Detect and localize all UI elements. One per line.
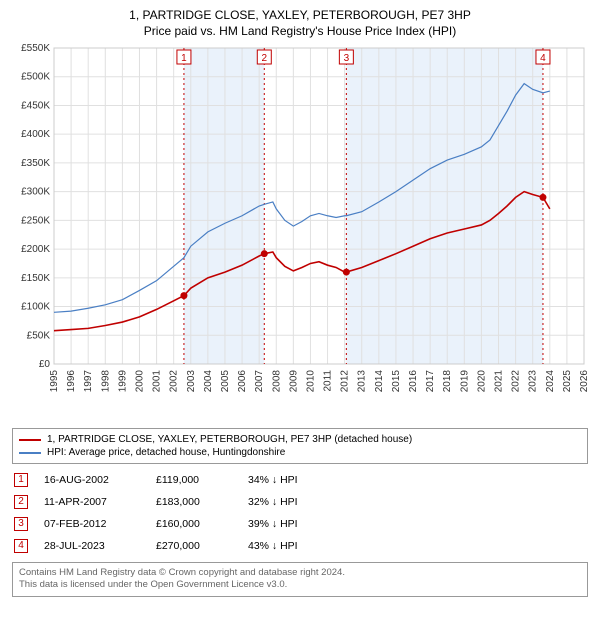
svg-text:£400K: £400K xyxy=(21,129,50,140)
event-marker: 2 xyxy=(14,495,28,509)
svg-text:2004: 2004 xyxy=(203,370,214,393)
svg-text:2025: 2025 xyxy=(562,370,573,393)
event-delta: 34% ↓ HPI xyxy=(248,470,308,490)
event-date: 16-AUG-2002 xyxy=(44,470,154,490)
svg-text:2012: 2012 xyxy=(340,370,351,393)
legend-label: 1, PARTRIDGE CLOSE, YAXLEY, PETERBOROUGH… xyxy=(47,434,412,445)
svg-text:£50K: £50K xyxy=(27,330,51,341)
event-marker: 4 xyxy=(14,539,28,553)
chart-title-block: 1, PARTRIDGE CLOSE, YAXLEY, PETERBOROUGH… xyxy=(8,8,592,38)
event-delta: 32% ↓ HPI xyxy=(248,492,308,512)
event-marker: 3 xyxy=(14,517,28,531)
event-row: 1 16-AUG-2002£119,00034% ↓ HPI xyxy=(14,470,308,490)
svg-text:£300K: £300K xyxy=(21,187,50,198)
svg-text:£500K: £500K xyxy=(21,72,50,83)
event-price: £160,000 xyxy=(156,514,246,534)
svg-text:2016: 2016 xyxy=(408,370,419,393)
svg-text:2014: 2014 xyxy=(374,370,385,393)
svg-text:£0: £0 xyxy=(39,359,51,370)
svg-text:1995: 1995 xyxy=(49,370,60,393)
legend: 1, PARTRIDGE CLOSE, YAXLEY, PETERBOROUGH… xyxy=(12,428,588,464)
event-marker: 1 xyxy=(14,473,28,487)
svg-text:2011: 2011 xyxy=(323,370,334,392)
svg-text:1999: 1999 xyxy=(117,370,128,393)
chart-subtitle: Price paid vs. HM Land Registry's House … xyxy=(8,24,592,38)
svg-text:£200K: £200K xyxy=(21,244,50,255)
svg-text:2026: 2026 xyxy=(579,370,590,393)
svg-text:2008: 2008 xyxy=(271,370,282,393)
svg-text:1998: 1998 xyxy=(100,370,111,393)
svg-text:2019: 2019 xyxy=(459,370,470,393)
svg-text:1997: 1997 xyxy=(83,370,94,393)
svg-text:2005: 2005 xyxy=(220,370,231,393)
svg-text:2015: 2015 xyxy=(391,370,402,393)
svg-text:£350K: £350K xyxy=(21,158,50,169)
svg-text:4: 4 xyxy=(540,53,546,64)
svg-text:2020: 2020 xyxy=(476,370,487,393)
svg-text:£550K: £550K xyxy=(21,43,50,54)
svg-text:1996: 1996 xyxy=(66,370,77,393)
svg-text:2007: 2007 xyxy=(254,370,265,393)
chart-title: 1, PARTRIDGE CLOSE, YAXLEY, PETERBOROUGH… xyxy=(8,8,592,22)
attribution-line: Contains HM Land Registry data © Crown c… xyxy=(19,567,581,579)
event-row: 2 11-APR-2007£183,00032% ↓ HPI xyxy=(14,492,308,512)
svg-text:1: 1 xyxy=(181,53,187,64)
attribution: Contains HM Land Registry data © Crown c… xyxy=(12,562,588,597)
event-date: 11-APR-2007 xyxy=(44,492,154,512)
svg-text:2001: 2001 xyxy=(152,370,163,393)
svg-text:£250K: £250K xyxy=(21,215,50,226)
svg-text:2022: 2022 xyxy=(511,370,522,393)
attribution-line: This data is licensed under the Open Gov… xyxy=(19,579,581,591)
svg-text:2: 2 xyxy=(262,53,268,64)
event-delta: 43% ↓ HPI xyxy=(248,536,308,556)
svg-text:£450K: £450K xyxy=(21,100,50,111)
svg-text:2018: 2018 xyxy=(442,370,453,393)
svg-text:2017: 2017 xyxy=(425,370,436,393)
svg-text:£150K: £150K xyxy=(21,273,50,284)
svg-text:2003: 2003 xyxy=(186,370,197,393)
svg-text:£100K: £100K xyxy=(21,302,50,313)
event-price: £183,000 xyxy=(156,492,246,512)
legend-swatch xyxy=(19,439,41,441)
event-delta: 39% ↓ HPI xyxy=(248,514,308,534)
svg-text:2024: 2024 xyxy=(545,370,556,393)
svg-text:3: 3 xyxy=(344,53,350,64)
svg-text:2023: 2023 xyxy=(528,370,539,393)
legend-item: HPI: Average price, detached house, Hunt… xyxy=(19,446,581,459)
event-row: 3 07-FEB-2012£160,00039% ↓ HPI xyxy=(14,514,308,534)
chart-svg: £0 £50K £100K £150K £200K £250K £300K £350K £400… xyxy=(8,42,592,422)
svg-text:2006: 2006 xyxy=(237,370,248,393)
legend-item: 1, PARTRIDGE CLOSE, YAXLEY, PETERBOROUGH… xyxy=(19,433,581,446)
event-row: 4 28-JUL-2023£270,00043% ↓ HPI xyxy=(14,536,308,556)
svg-text:2021: 2021 xyxy=(494,370,505,393)
svg-text:2002: 2002 xyxy=(169,370,180,393)
event-price: £119,000 xyxy=(156,470,246,490)
events-table: 1 16-AUG-2002£119,00034% ↓ HPI 2 11-APR-200… xyxy=(12,468,310,558)
event-date: 28-JUL-2023 xyxy=(44,536,154,556)
event-date: 07-FEB-2012 xyxy=(44,514,154,534)
svg-text:2009: 2009 xyxy=(288,370,299,393)
event-price: £270,000 xyxy=(156,536,246,556)
legend-swatch xyxy=(19,452,41,454)
svg-text:2000: 2000 xyxy=(134,370,145,393)
legend-label: HPI: Average price, detached house, Hunt… xyxy=(47,447,285,458)
svg-text:2010: 2010 xyxy=(305,370,316,393)
svg-text:2013: 2013 xyxy=(357,370,368,393)
chart-area: £0 £50K £100K £150K £200K £250K £300K £350K £400… xyxy=(8,42,592,422)
